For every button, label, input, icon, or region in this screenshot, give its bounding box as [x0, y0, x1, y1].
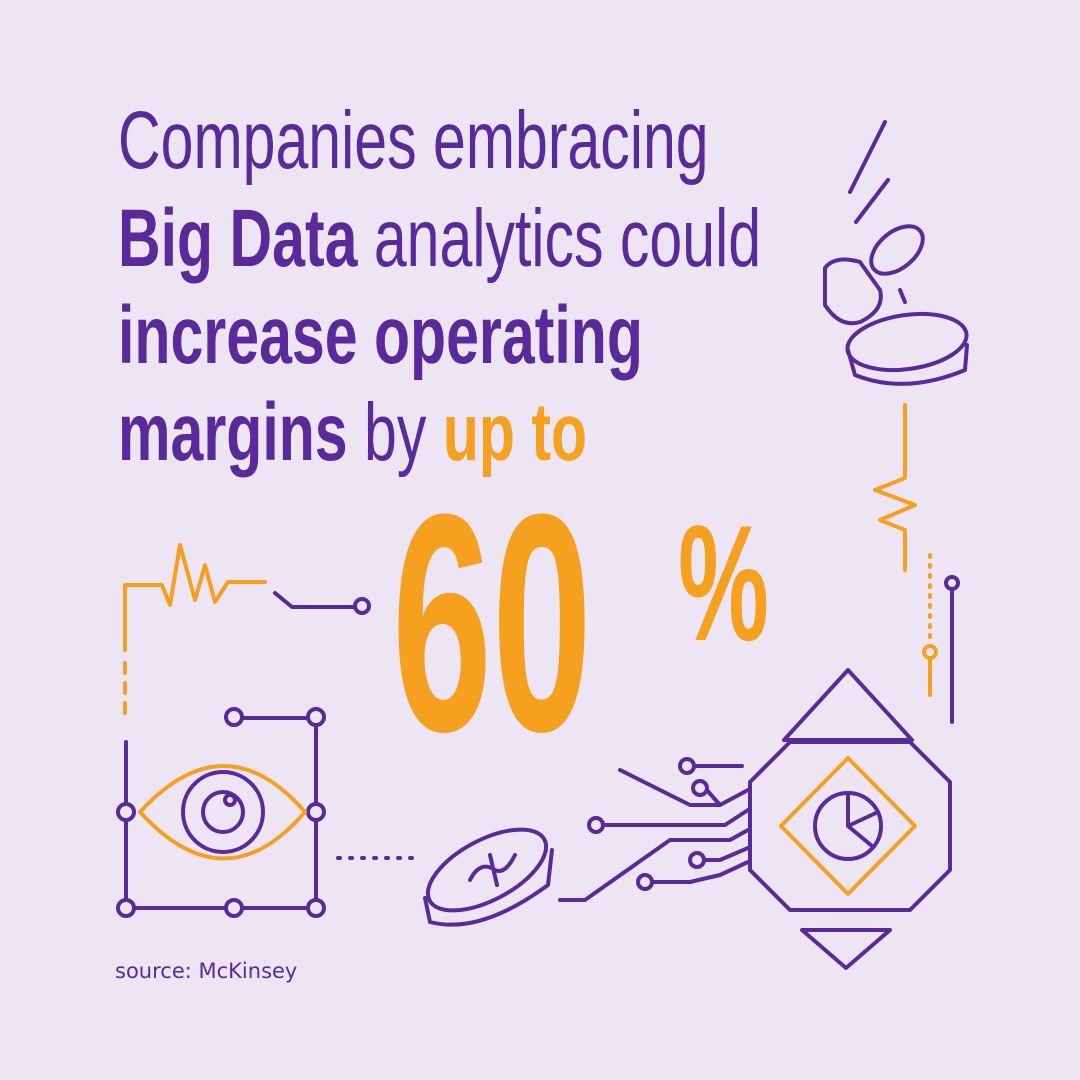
- text: margins: [118, 387, 348, 479]
- headline-line: Big Data analytics could: [118, 193, 761, 285]
- text: Big Data: [118, 193, 358, 285]
- source: source: McKinsey: [115, 959, 297, 983]
- text: analytics could: [374, 193, 761, 285]
- headline-line: increase operating: [118, 290, 643, 382]
- text: up to: [443, 387, 587, 479]
- decorations: [116, 120, 969, 970]
- stat-unit: %: [678, 492, 769, 676]
- stat-number: 60: [392, 450, 592, 796]
- text: Companies embracing: [118, 95, 709, 187]
- headline: Companies embracing Big Data analytics c…: [118, 95, 761, 479]
- headline-line: Companies embracing: [118, 95, 709, 187]
- headline-line: margins by up to: [118, 387, 587, 479]
- big-stat: 60 %: [392, 450, 769, 796]
- text: by: [364, 387, 427, 479]
- text: increase operating: [118, 290, 643, 382]
